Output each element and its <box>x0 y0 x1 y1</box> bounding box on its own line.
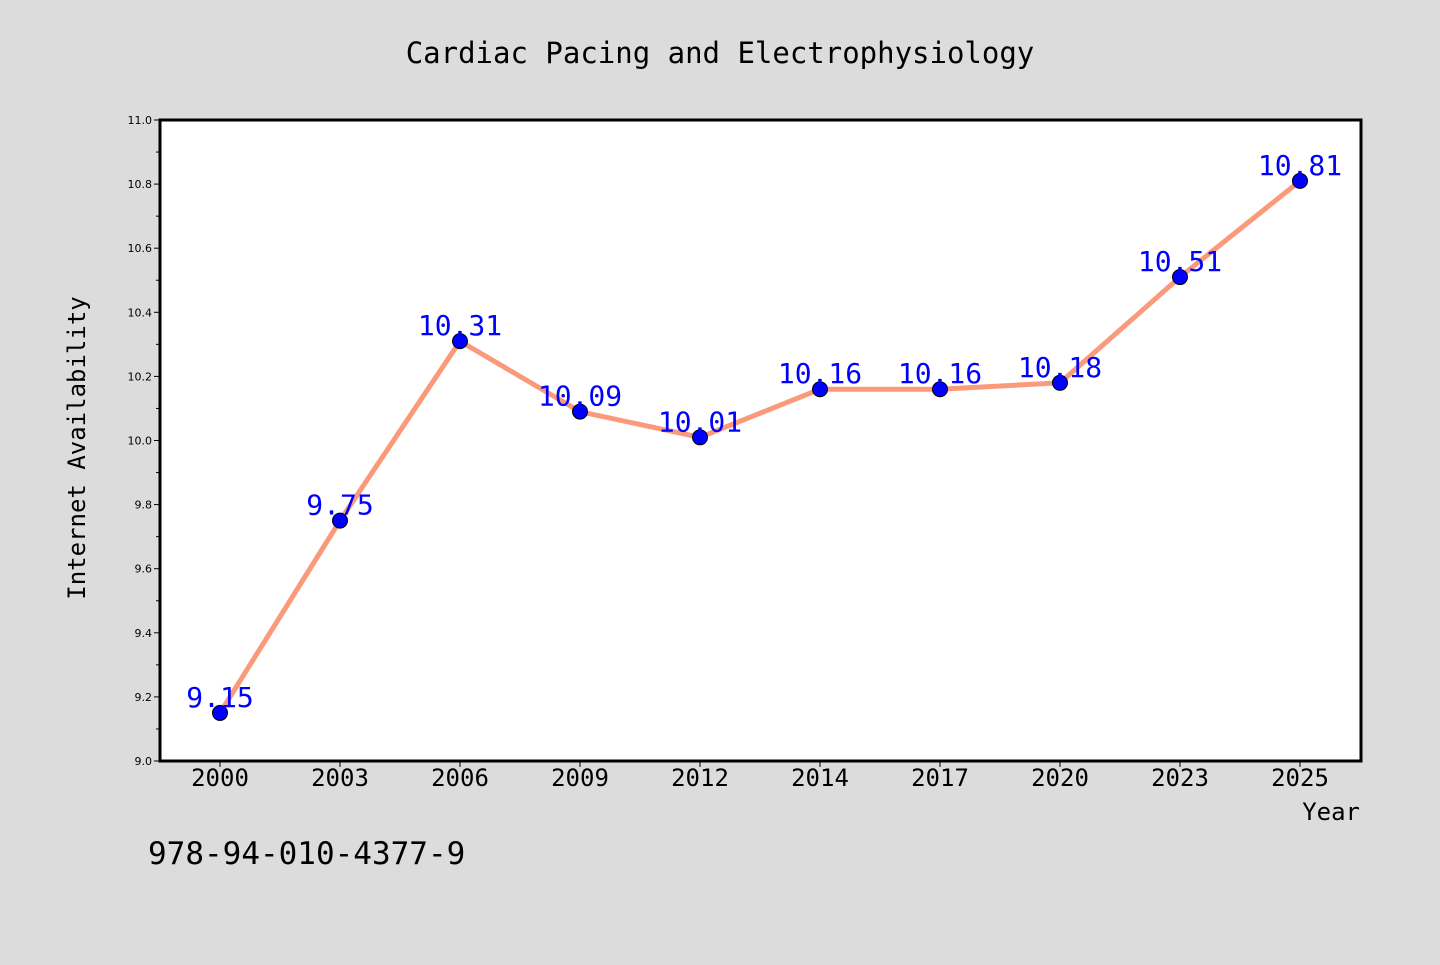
data-point <box>452 333 468 350</box>
x-axis-ticks: 2000 2003 2006 2009 2012 2014 2017 2020 2023 2025 <box>191 761 1329 792</box>
plot-area <box>160 120 1361 761</box>
y-tick-label: 9.8 <box>135 499 153 512</box>
footnote-isbn: 978-94-010-4377-9 <box>148 836 465 872</box>
y-tick-label: 11.0 <box>128 114 153 127</box>
y-tick-label: 9.6 <box>135 563 153 576</box>
data-point <box>572 403 588 420</box>
data-label: 10.81 <box>1258 149 1342 182</box>
y-axis-title: Internet Availability <box>63 296 91 599</box>
y-tick-label: 10.0 <box>128 435 153 448</box>
data-point <box>812 381 828 398</box>
x-tick-label: 2025 <box>1271 764 1329 792</box>
chart-title: Cardiac Pacing and Electrophysiology <box>406 36 1035 70</box>
data-point <box>1172 269 1188 286</box>
y-tick-label: 9.0 <box>135 755 153 768</box>
data-label: 9.15 <box>186 681 253 714</box>
x-tick-label: 2014 <box>791 764 849 792</box>
data-label-layer: 9.15 9.75 10.31 10.09 10.01 10.16 10.16 10.18 10… <box>186 149 1342 714</box>
data-label: 10.16 <box>898 357 982 390</box>
x-tick-label: 2006 <box>431 764 489 792</box>
x-tick-label: 2003 <box>311 764 369 792</box>
y-tick-label: 9.2 <box>135 691 153 704</box>
data-label: 10.18 <box>1018 351 1102 384</box>
x-tick-label: 2023 <box>1151 764 1209 792</box>
data-point <box>332 512 348 529</box>
data-point <box>692 429 708 446</box>
data-point <box>932 381 948 398</box>
data-point <box>1292 172 1308 189</box>
data-point <box>1052 374 1068 391</box>
x-tick-label: 2000 <box>191 764 249 792</box>
y-axis-ticks: 9.0 9.2 9.4 9.6 9.8 10.0 10.2 10.4 10.6 10.8 11.0 <box>128 114 160 768</box>
y-tick-label: 10.6 <box>128 242 153 255</box>
series-line <box>217 178 1303 716</box>
data-label: 10.31 <box>418 309 502 342</box>
data-label: 10.16 <box>778 357 862 390</box>
x-tick-label: 2020 <box>1031 764 1089 792</box>
y-tick-label: 10.8 <box>128 178 153 191</box>
data-label: 10.01 <box>658 405 742 438</box>
x-tick-label: 2012 <box>671 764 729 792</box>
data-label: 10.09 <box>538 380 622 413</box>
plot-frame <box>158 118 1363 763</box>
data-label: 9.75 <box>306 489 373 522</box>
y-tick-label: 10.4 <box>128 306 153 319</box>
y-tick-label: 10.2 <box>128 370 153 383</box>
series-layer <box>212 172 1308 721</box>
y-tick-label: 9.4 <box>135 627 153 640</box>
x-axis-title: Year <box>1302 798 1360 826</box>
data-point <box>212 704 228 721</box>
data-label: 10.51 <box>1138 245 1222 278</box>
x-tick-label: 2017 <box>911 764 969 792</box>
x-tick-label: 2009 <box>551 764 609 792</box>
